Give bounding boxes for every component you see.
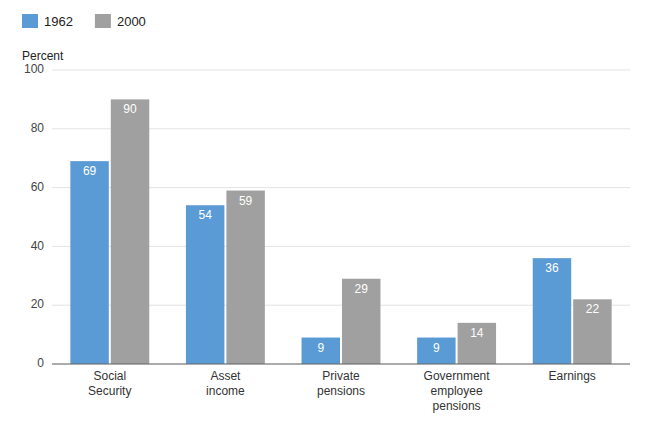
- data-label: 36: [545, 261, 559, 275]
- x-tick-label: Earnings: [549, 369, 596, 383]
- x-tick-label: Assetincome: [206, 369, 245, 398]
- legend-swatch: [95, 14, 111, 28]
- bar: [70, 161, 108, 364]
- data-label: 90: [123, 102, 137, 116]
- bar: [186, 205, 224, 364]
- y-tick-label: 60: [31, 180, 45, 194]
- y-axis-label: Percent: [22, 49, 64, 63]
- y-tick-label: 40: [31, 239, 45, 253]
- x-tick-label-line: employee: [431, 384, 483, 398]
- x-axis-line: [52, 364, 630, 365]
- legend: 1962 2000: [22, 14, 146, 29]
- x-tick-label: Privatepensions: [317, 369, 365, 398]
- data-labels: 69 54 9 9 36 90 59 29 14 22: [83, 102, 600, 354]
- bar: [111, 99, 149, 364]
- x-tick-label-line: Private: [322, 369, 360, 383]
- x-tick-label-line: Earnings: [549, 369, 596, 383]
- data-label: 9: [433, 341, 440, 355]
- bar: [226, 191, 264, 364]
- grid-line: [52, 70, 630, 71]
- x-tick-label: SocialSecurity: [88, 369, 131, 398]
- legend-swatch: [22, 14, 38, 28]
- x-tick-label-line: Security: [88, 384, 131, 398]
- legend-label: 1962: [44, 14, 73, 29]
- x-tick-label-line: Government: [424, 369, 491, 383]
- y-tick-label: 80: [31, 121, 45, 135]
- bar: [533, 258, 571, 364]
- y-tick-label: 20: [31, 297, 45, 311]
- data-label: 69: [83, 164, 97, 178]
- y-tick-label: 0: [37, 356, 44, 370]
- x-tick-label-line: Social: [93, 369, 126, 383]
- data-label: 14: [470, 326, 484, 340]
- x-tick-label-line: Asset: [210, 369, 241, 383]
- legend-label: 2000: [117, 14, 146, 29]
- bar: [458, 323, 496, 364]
- bar: [573, 299, 611, 364]
- y-tick-label: 100: [24, 62, 44, 76]
- bar: [417, 338, 455, 364]
- grid: [52, 70, 630, 364]
- x-tick-label-line: pensions: [433, 399, 481, 413]
- data-label: 22: [586, 302, 600, 316]
- x-tick-label-line: pensions: [317, 384, 365, 398]
- x-tick-label-line: income: [206, 384, 245, 398]
- data-label: 54: [198, 208, 212, 222]
- bar: [302, 338, 340, 364]
- bars: [70, 99, 611, 364]
- grid-line: [52, 364, 630, 365]
- chart: 0 20 40 60 80 100Percent 69 54 9 9 36 90 59 29 14 22 Soc…: [0, 0, 650, 430]
- data-label: 9: [317, 341, 324, 355]
- x-tick-label: Governmentemployeepensions: [424, 369, 491, 413]
- data-label: 29: [355, 282, 369, 296]
- chart-container: 0 20 40 60 80 100Percent 69 54 9 9 36 90 59 29 14 22 Soc…: [0, 0, 650, 430]
- bar: [342, 279, 380, 364]
- data-label: 59: [239, 194, 253, 208]
